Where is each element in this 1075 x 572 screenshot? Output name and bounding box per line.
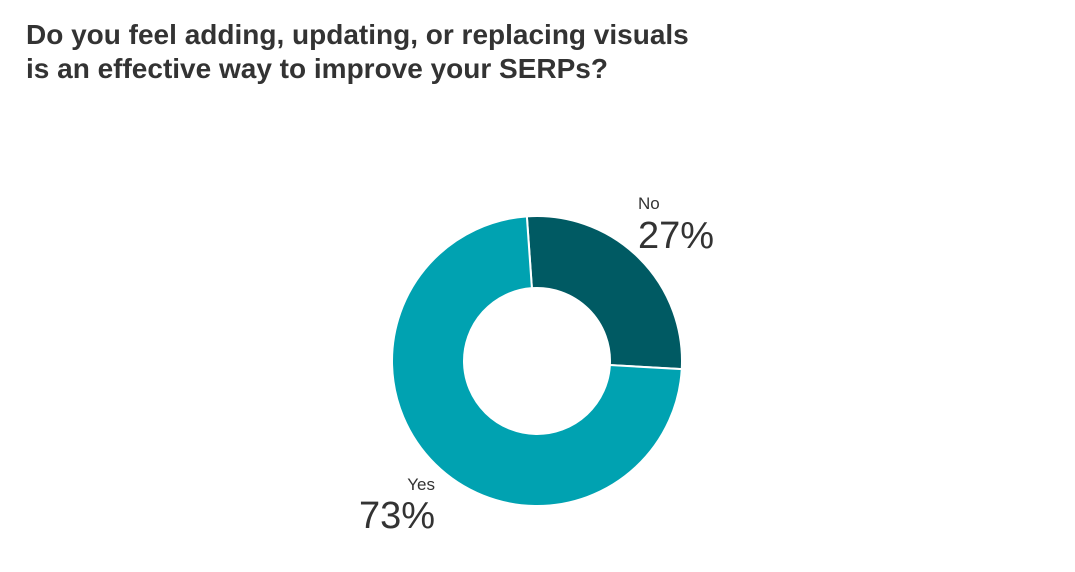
- chart-title-line-1: Do you feel adding, updating, or replaci…: [26, 19, 689, 50]
- donut-slice-yes: [391, 215, 683, 507]
- chart-title: Do you feel adding, updating, or replaci…: [26, 18, 786, 86]
- donut-slice-no: [525, 215, 683, 371]
- chart-title-line-2: is an effective way to improve your SERP…: [26, 53, 608, 84]
- slice-label-yes: Yes: [407, 475, 435, 494]
- slice-value-no: 27%: [638, 215, 714, 257]
- donut-slices: [391, 215, 683, 507]
- slice-label-no: No: [638, 194, 660, 213]
- slice-value-yes: 73%: [359, 495, 435, 537]
